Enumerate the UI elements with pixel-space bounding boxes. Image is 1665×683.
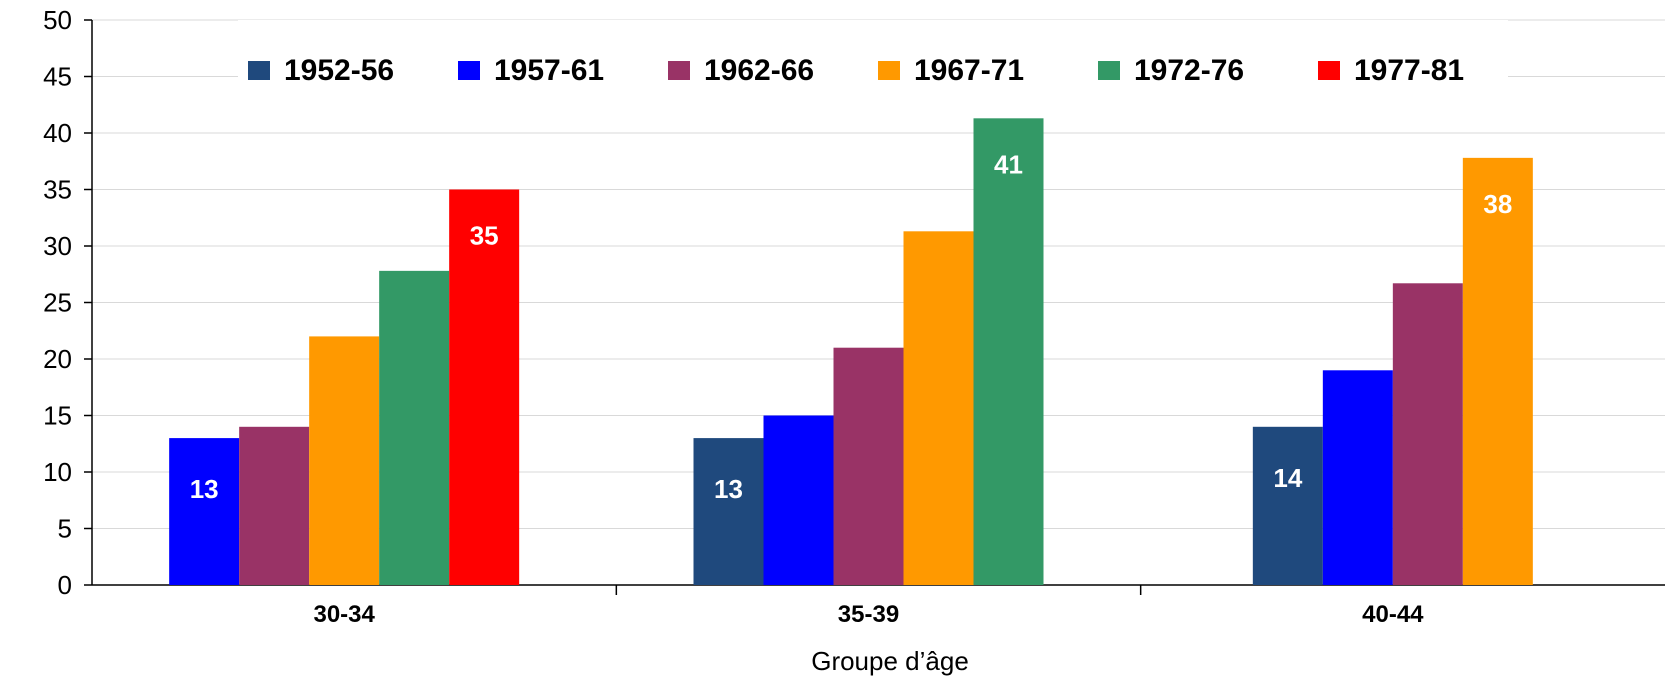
legend-item-label: 1972-76 <box>1134 54 1244 87</box>
legend-item-label: 1957-61 <box>494 54 604 87</box>
legend-background <box>238 20 1508 100</box>
bar-40-44-1952-56 <box>1252 426 1323 585</box>
data-label: 13 <box>190 474 219 504</box>
data-label: 41 <box>994 149 1023 179</box>
x-tick-label: 35-39 <box>838 601 899 628</box>
bar-35-39-1952-56 <box>693 438 764 585</box>
bar-35-39-1957-61 <box>763 415 834 585</box>
y-tick-label: 10 <box>43 457 72 487</box>
x-axis-title: Groupe d’âge <box>811 646 969 676</box>
bar-40-44-1957-61 <box>1322 370 1393 585</box>
legend-swatch <box>248 61 270 80</box>
data-label: 13 <box>714 474 743 504</box>
y-tick-label: 25 <box>43 288 72 318</box>
y-tick-label: 20 <box>43 344 72 374</box>
legend-item-label: 1967-71 <box>914 54 1024 87</box>
bar-40-44-1962-66 <box>1392 283 1463 585</box>
legend-item-label: 1952-56 <box>284 54 394 87</box>
y-tick-label: 30 <box>43 231 72 261</box>
bar-35-39-1967-71 <box>903 231 974 585</box>
bar-30-34-1962-66 <box>239 426 310 585</box>
bar-35-39-1962-66 <box>833 347 904 585</box>
bar-30-34-1977-81 <box>449 189 520 585</box>
legend: 1952-56 1957-61 1962-66 1967-71 1972-76 1977-… <box>238 20 1508 100</box>
legend-swatch <box>1318 61 1340 80</box>
bar-30-34-1957-61 <box>169 438 240 585</box>
y-tick-label: 45 <box>43 62 72 92</box>
legend-item-label: 1962-66 <box>704 54 814 87</box>
y-tick-label: 15 <box>43 401 72 431</box>
legend-swatch <box>668 61 690 80</box>
bar-30-34-1967-71 <box>309 336 380 585</box>
legend-swatch <box>458 61 480 80</box>
data-label: 35 <box>470 221 499 251</box>
data-label: 38 <box>1483 189 1512 219</box>
x-tick-label: 30-34 <box>313 601 375 628</box>
y-tick-label: 35 <box>43 175 72 205</box>
legend-item-label: 1977-81 <box>1354 54 1464 87</box>
data-label: 14 <box>1273 463 1302 493</box>
bar-40-44-1967-71 <box>1462 157 1533 586</box>
bar-35-39-1972-76 <box>973 118 1044 585</box>
legend-swatch <box>878 61 900 80</box>
data-labels: 13 35 13 41 14 38 <box>190 149 1513 504</box>
y-tick-label: 50 <box>43 5 72 35</box>
bar-30-34-1972-76 <box>379 270 450 585</box>
y-tick-label: 0 <box>58 570 72 600</box>
axes: 0 5 10 15 20 25 30 35 40 45 50 30-34 35-39 40-44 <box>43 5 1665 628</box>
x-tick-label: 40-44 <box>1362 601 1424 628</box>
bars <box>169 118 1533 586</box>
y-tick-label: 40 <box>43 118 72 148</box>
legend-swatch <box>1098 61 1120 80</box>
y-tick-label: 5 <box>58 514 72 544</box>
